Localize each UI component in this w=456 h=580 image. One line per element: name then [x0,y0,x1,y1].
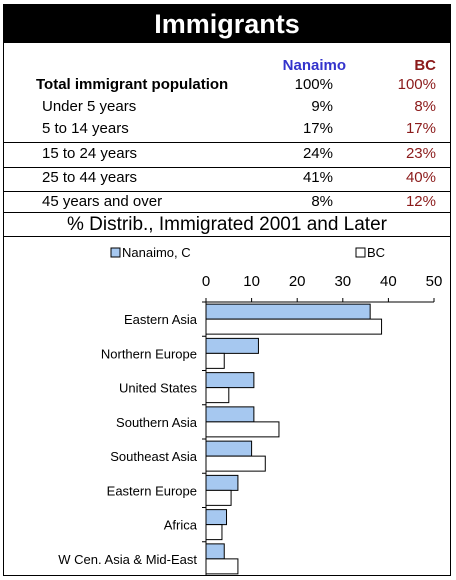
row-label: 5 to 14 years [42,120,129,137]
section-divider [4,212,450,213]
x-tick-label: 10 [243,273,260,290]
table-row: 45 years and over 8% 12% [4,193,450,217]
immigrants-panel: Immigrants Nanaimo BC Total immigrant po… [3,4,451,576]
column-header-nanaimo: Nanaimo [282,57,346,74]
legend-label: Nanaimo, C [122,245,191,260]
table-row-total: Total immigrant population 100% 100% [4,76,450,100]
bar-bc [205,352,225,369]
bar-bc [205,387,230,404]
bar-nanaimo [205,543,225,560]
category-label: Africa [164,518,198,533]
row-label: 25 to 44 years [42,169,138,186]
category-label: Eastern Asia [124,312,198,327]
row-label: 15 to 24 years [42,145,138,162]
bar-bc [205,421,280,438]
x-tick-label: 30 [334,273,351,290]
row-divider [4,167,450,168]
legend-swatch [355,247,366,258]
bar-nanaimo [205,406,255,423]
table-row: 25 to 44 years 41% 40% [4,169,450,193]
section-divider [4,236,450,237]
column-header-bc: BC [414,57,436,74]
row-label: 45 years and over [42,193,163,210]
immigrant-age-table: Nanaimo BC Total immigrant population 10… [4,43,450,213]
bar-nanaimo [205,440,253,457]
distribution-bar-chart: Nanaimo, C BC 0 10 20 30 40 50 Eastern Asia North… [58,245,443,576]
bc-value: 8% [414,98,436,115]
bc-value: 12% [405,193,436,210]
bc-value: 23% [405,145,436,162]
bar-bc [205,524,223,541]
category-label: Southeast Asia [110,449,197,464]
category-label: United States [119,381,198,396]
table-row: 15 to 24 years 24% 23% [4,145,450,169]
category-label: Northern Europe [101,346,197,361]
row-label: Under 5 years [42,98,137,115]
bar-nanaimo [205,509,228,526]
category-label: Eastern Europe [107,483,197,498]
bar-bc [205,489,232,506]
bar-bc [205,318,383,335]
bar-bc [205,558,239,575]
nanaimo-value: 41% [302,169,333,186]
x-tick-label: 50 [426,273,443,290]
row-divider [4,142,450,143]
x-tick-label: 40 [380,273,397,290]
bar-nanaimo [205,372,255,389]
nanaimo-value: 9% [311,98,333,115]
x-tick-label: 0 [202,273,210,290]
row-divider [4,191,450,192]
bc-value: 100% [397,76,436,93]
category-label: W Cen. Asia & Mid-East [58,552,197,567]
table-row: Under 5 years 9% 8% [4,98,450,122]
bc-value: 17% [405,120,436,137]
nanaimo-value: 8% [311,193,333,210]
bar-nanaimo [205,337,259,354]
nanaimo-value: 24% [302,145,333,162]
chart-title: % Distrib., Immigrated 2001 and Later [67,214,387,235]
table-row: 5 to 14 years 17% 17% [4,120,450,144]
x-tick-label: 20 [289,273,306,290]
bar-nanaimo [205,303,371,320]
row-label: Total immigrant population [36,76,229,93]
bc-value: 40% [405,169,436,186]
legend-label: BC [367,245,385,260]
bar-bc [205,455,266,472]
panel-title: Immigrants [4,5,450,43]
nanaimo-value: 17% [302,120,333,137]
legend-swatch [110,247,121,258]
nanaimo-value: 100% [294,76,333,93]
bar-nanaimo [205,474,239,491]
category-label: Southern Asia [116,415,198,430]
